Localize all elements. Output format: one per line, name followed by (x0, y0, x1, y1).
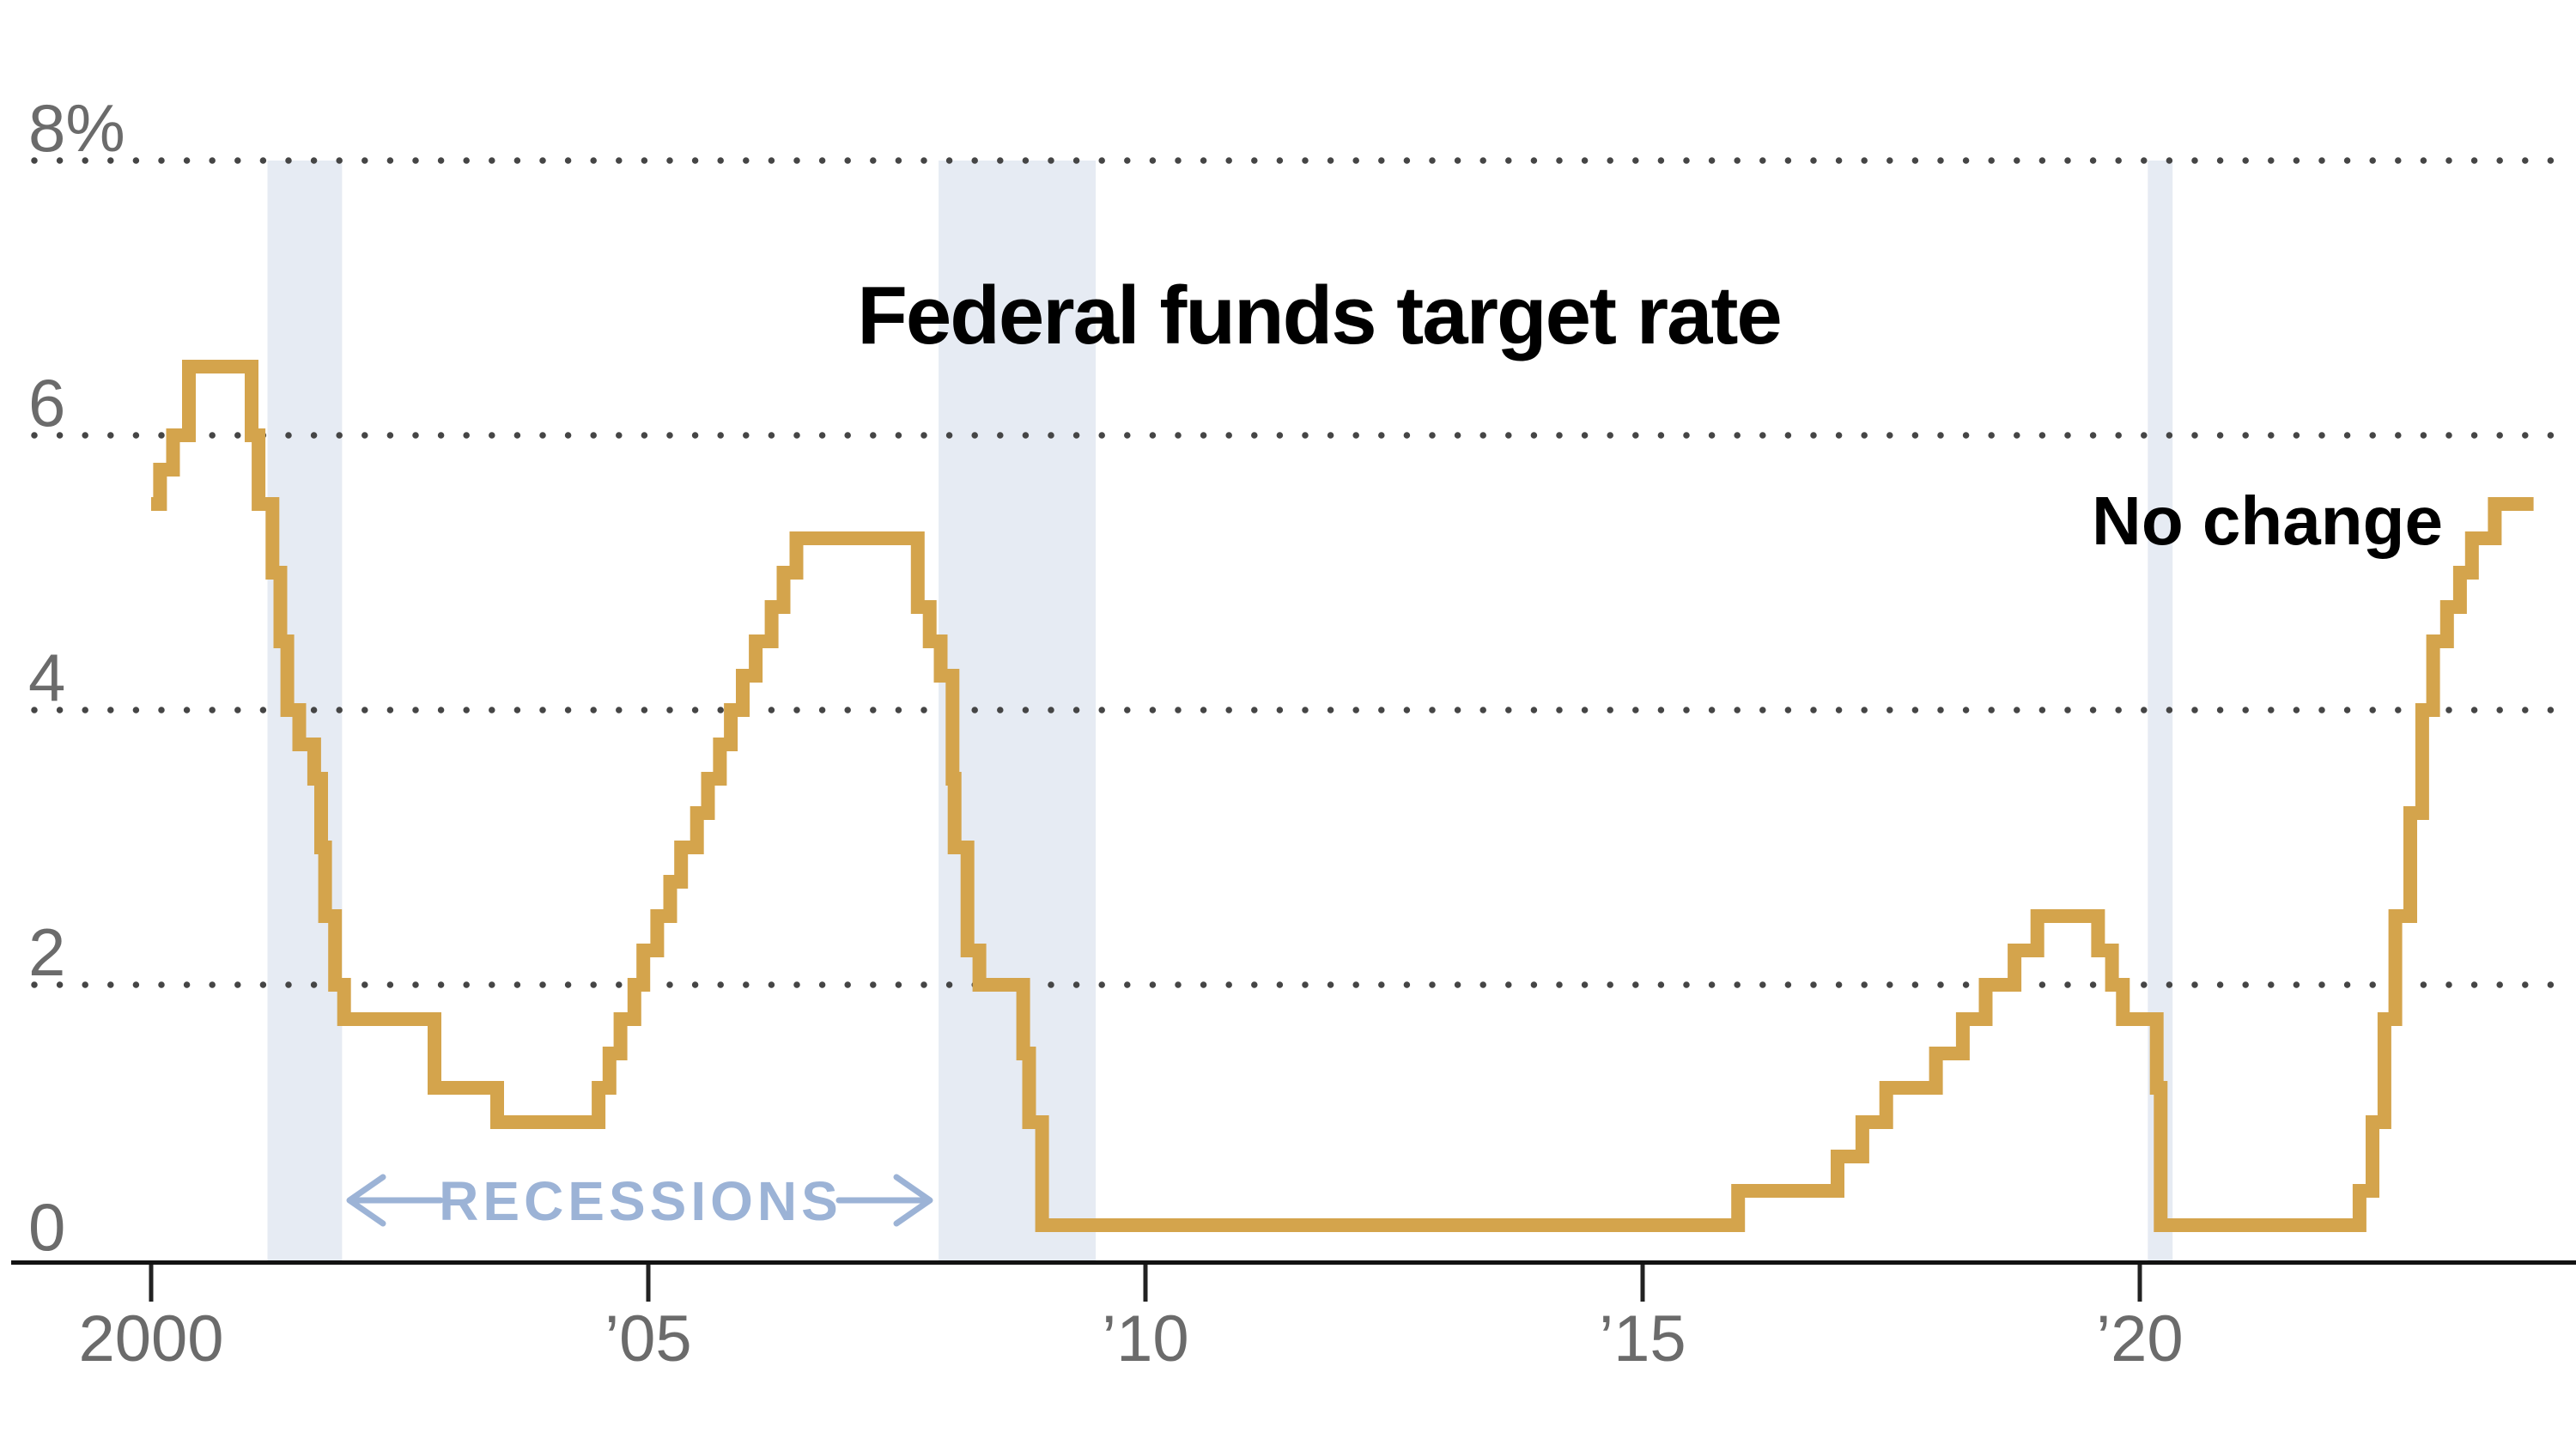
fed-funds-rate-line (151, 360, 2534, 1232)
chart-title: Federal funds target rate (857, 270, 1781, 361)
recession-arrow-left-icon (346, 1174, 444, 1227)
x-tick-label-15: ’15 (1599, 1302, 1686, 1375)
y-tick-label-0: 0 (28, 1189, 65, 1265)
x-tick-label-20: ’20 (2096, 1302, 2183, 1375)
y-tick-label-2: 2 (28, 914, 65, 990)
x-tick-label-05: ’05 (605, 1302, 691, 1375)
y-tick-label-4: 4 (28, 640, 65, 715)
y-tick-label-8: 8% (28, 90, 125, 166)
recession-bands-layer (267, 161, 2173, 1260)
x-axis-baseline (11, 1260, 2576, 1265)
x-ticks-layer (149, 1265, 2142, 1302)
gridlines-layer (31, 157, 2573, 988)
x-tick-label-10: ’10 (1102, 1302, 1188, 1375)
rate-line-layer (151, 360, 2534, 1232)
recession-arrow-right-icon (835, 1174, 933, 1227)
no-change-label: No change (2092, 483, 2443, 559)
recessions-annotation: RECESSIONS (346, 1170, 933, 1232)
recession-band (939, 161, 1097, 1260)
recessions-label: RECESSIONS (439, 1170, 842, 1232)
x-tick-label-2000: 2000 (78, 1302, 223, 1375)
y-tick-label-6: 6 (28, 365, 65, 440)
